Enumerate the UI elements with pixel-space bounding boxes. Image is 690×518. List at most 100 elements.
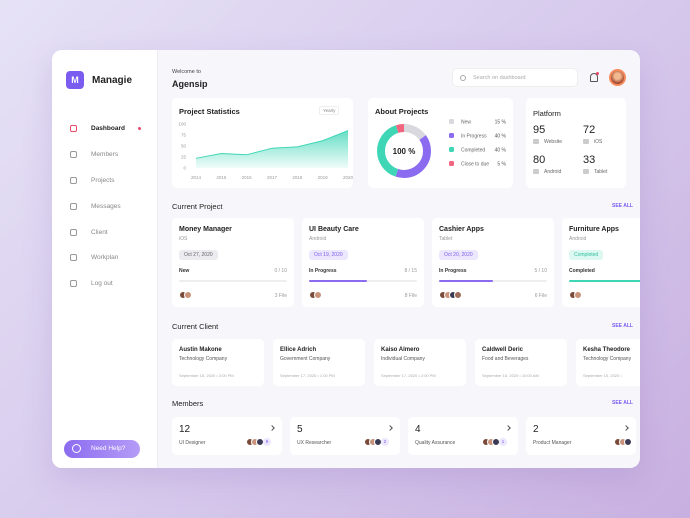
project-progress: 5 / 10 bbox=[534, 268, 547, 274]
project-card[interactable]: Money Manager iOS Oct 27, 2020 New 0 / 10 3 F… bbox=[172, 218, 294, 307]
client-card[interactable]: Kesha Theodore Technology Company Septembe… bbox=[576, 339, 640, 386]
y-tick-label: 100 bbox=[178, 122, 186, 127]
client-card[interactable]: Austin Makone Technology Company September… bbox=[172, 339, 264, 386]
project-tag: Oct 19, 2020 bbox=[309, 250, 348, 260]
stats-card: Project Statistics Yearly 0 25 50 75 100 2014 20… bbox=[172, 98, 353, 188]
client-date: September 16, 2020 • 10:00 AM bbox=[482, 373, 539, 378]
progress-bar bbox=[569, 280, 640, 282]
search-box[interactable]: Search on dashboard bbox=[452, 68, 578, 87]
x-tick-label: 2018 bbox=[292, 175, 303, 180]
member-arrow bbox=[505, 425, 511, 431]
member-count: 4 bbox=[415, 424, 421, 435]
member-card[interactable]: 5 UX Researcher 2 bbox=[290, 417, 400, 455]
nav-label: Projects bbox=[91, 177, 115, 184]
active-dot bbox=[138, 127, 141, 130]
client-company: Technology Company bbox=[179, 356, 228, 362]
member-card[interactable]: 2 Product Manager bbox=[526, 417, 636, 455]
legend-label: New bbox=[461, 120, 471, 126]
nav-item[interactable]: Dashboard bbox=[70, 123, 150, 135]
nav-item[interactable]: Projects bbox=[70, 175, 150, 187]
nav-icon bbox=[70, 151, 77, 158]
x-tick-label: 2020 bbox=[343, 175, 353, 180]
area bbox=[196, 130, 348, 168]
see-all-link[interactable]: SEE ALL bbox=[612, 323, 633, 329]
nav-item[interactable]: Members bbox=[70, 149, 150, 161]
member-role: UI Designer bbox=[179, 440, 206, 446]
platform-icon bbox=[533, 139, 539, 144]
member-role: Quality Assurance bbox=[415, 440, 456, 446]
project-card[interactable]: Cashier Apps Tablet Oct 20, 2020 In Progres… bbox=[432, 218, 554, 307]
sidebar: M Managie Dashboard Members Projects Messages… bbox=[52, 50, 158, 468]
client-name: Caldwell Deric bbox=[482, 347, 524, 353]
member-card[interactable]: 4 Quality Assurance 1 bbox=[408, 417, 518, 455]
x-tick-label: 2014 bbox=[191, 175, 202, 180]
member-card[interactable]: 12 UI Designer 9 bbox=[172, 417, 282, 455]
legend-swatch bbox=[449, 133, 454, 138]
nav-item[interactable]: Log out bbox=[70, 278, 150, 290]
client-date: September 17, 2020 • 1:00 PM bbox=[280, 373, 335, 378]
member-count: 5 bbox=[297, 424, 303, 435]
member-role: UX Researcher bbox=[297, 440, 332, 446]
logo: M bbox=[66, 71, 84, 89]
nav-label: Client bbox=[91, 229, 108, 236]
avatar bbox=[574, 291, 582, 299]
x-tick-label: 2015 bbox=[216, 175, 227, 180]
nav-icon bbox=[70, 254, 77, 261]
legend-label: In Progress bbox=[461, 134, 487, 140]
period-select[interactable]: Yearly bbox=[319, 106, 340, 115]
nav-item[interactable]: Client bbox=[70, 227, 150, 239]
platform-icon bbox=[533, 169, 539, 174]
project-name: Cashier Apps bbox=[439, 226, 484, 233]
card-title: Project Statistics bbox=[179, 107, 240, 116]
platform-name: Tablet bbox=[594, 169, 608, 175]
project-files: 6 File bbox=[534, 293, 547, 299]
x-tick-label: 2017 bbox=[267, 175, 278, 180]
search-placeholder: Search on dashboard bbox=[473, 75, 526, 81]
project-card[interactable]: Furniture Apps Android Completed Completed bbox=[562, 218, 640, 307]
member-arrow bbox=[269, 425, 275, 431]
member-count: 2 bbox=[533, 424, 539, 435]
notification-bell[interactable] bbox=[590, 73, 598, 82]
nav-item[interactable]: Messages bbox=[70, 201, 150, 213]
legend-value: 5 % bbox=[497, 162, 506, 168]
user-avatar[interactable] bbox=[609, 69, 626, 86]
project-platform: Android bbox=[569, 236, 587, 242]
y-tick-label: 50 bbox=[181, 144, 187, 149]
project-card[interactable]: UI Beauty Care Android Oct 19, 2020 In Prog… bbox=[302, 218, 424, 307]
section-title: Current Client bbox=[172, 322, 219, 331]
member-extra: 1 bbox=[499, 438, 507, 446]
graphic: 0 25 50 75 100 2014 2015 2016 2017 2018 2019 2020 bbox=[178, 122, 353, 181]
graphic: New 15 % In Progress 40 % Completed 40 % Close… bbox=[377, 119, 507, 178]
client-card[interactable]: Ellice Adrich Government Company September… bbox=[273, 339, 365, 386]
progress-track bbox=[179, 280, 287, 282]
client-card[interactable]: Caldwell Deric Food and Beverages Septembe… bbox=[475, 339, 567, 386]
see-all-link[interactable]: SEE ALL bbox=[612, 203, 633, 209]
project-status: New bbox=[179, 268, 190, 274]
platform-count: 33 bbox=[583, 154, 596, 166]
greeting: Welcome to bbox=[172, 69, 201, 75]
help-button[interactable]: Need Help? bbox=[64, 440, 140, 458]
search-icon bbox=[460, 75, 466, 81]
project-name: Furniture Apps bbox=[569, 226, 619, 233]
avatar bbox=[624, 438, 632, 446]
client-card[interactable]: Kaiso Almero Individual Company September … bbox=[374, 339, 466, 386]
platform-name: Android bbox=[544, 169, 562, 175]
app-window: M Managie Dashboard Members Projects Messages… bbox=[52, 50, 640, 468]
client-company: Food and Beverages bbox=[482, 356, 529, 362]
project-platform: iOS bbox=[179, 236, 188, 242]
client-company: Government Company bbox=[280, 356, 331, 362]
nav-item[interactable]: Workplan bbox=[70, 252, 150, 264]
workspace[interactable]: Agensip bbox=[172, 79, 208, 89]
see-all-link[interactable]: SEE ALL bbox=[612, 400, 633, 406]
help-label: Need Help? bbox=[91, 445, 126, 452]
project-name: UI Beauty Care bbox=[309, 226, 359, 233]
line bbox=[195, 130, 349, 159]
avatar bbox=[454, 291, 462, 299]
about-card: About Projects New 15 % In Progress 40 % Comp… bbox=[368, 98, 513, 188]
project-files: 3 File bbox=[274, 293, 287, 299]
platform-card: Platform 95 Website 72 iOS 80 Android 33 Tablet bbox=[526, 98, 626, 188]
brand: Managie bbox=[92, 75, 133, 86]
project-status: Completed bbox=[569, 268, 595, 274]
project-status: In Progress bbox=[309, 268, 337, 274]
legend-swatch bbox=[449, 161, 454, 166]
